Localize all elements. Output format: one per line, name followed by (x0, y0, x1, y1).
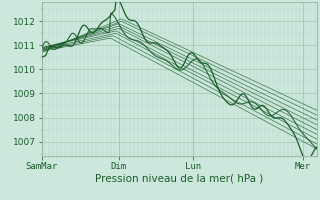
X-axis label: Pression niveau de la mer( hPa ): Pression niveau de la mer( hPa ) (95, 173, 263, 183)
